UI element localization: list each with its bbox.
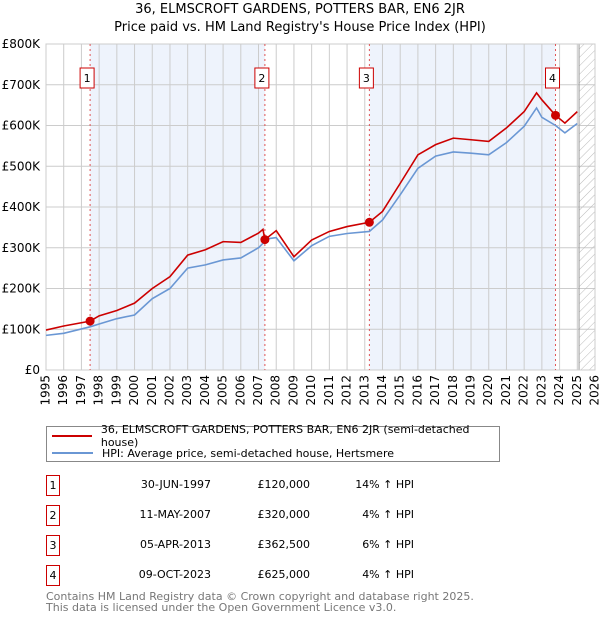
x-tick-label: 2017 <box>428 375 442 406</box>
transaction-price: £362,500 <box>257 538 311 551</box>
x-tick-label: 2007 <box>251 375 265 406</box>
transaction-row: 2 11-MAY-2007 £320,000 4% ↑ HPI <box>46 505 446 526</box>
x-tick-label: 2025 <box>570 375 584 406</box>
x-tick-label: 2024 <box>552 375 566 406</box>
y-tick-label: £100K <box>2 322 42 336</box>
x-tick-label: 2001 <box>145 375 159 406</box>
sale-point <box>85 316 95 326</box>
sale-label: 3 <box>363 72 370 85</box>
y-tick-label: £400K <box>2 200 42 214</box>
legend-item-property: 36, ELMSCROFT GARDENS, POTTERS BAR, EN6 … <box>52 423 499 449</box>
sale-label-box <box>254 67 270 89</box>
x-tick-label: 2006 <box>233 375 247 406</box>
transaction-number: 3 <box>46 535 60 556</box>
legend-item-hpi: HPI: Average price, semi-detached house,… <box>52 445 394 461</box>
chart-title: 36, ELMSCROFT GARDENS, POTTERS BAR, EN6 … <box>135 2 465 17</box>
legend-swatch-property <box>52 435 92 437</box>
x-tick-label: 1998 <box>92 375 106 406</box>
transaction-date: 11-MAY-2007 <box>139 508 211 521</box>
y-tick-label: £800K <box>2 37 42 51</box>
transaction-price: £625,000 <box>257 568 311 581</box>
transaction-date: 09-OCT-2023 <box>138 568 211 581</box>
legend-swatch-hpi <box>52 452 93 454</box>
x-tick-label: 2021 <box>499 375 513 406</box>
x-tick-label: 2005 <box>216 375 230 406</box>
transaction-hpi-diff: 14% ↑ HPI <box>355 478 414 491</box>
x-tick-label: 1997 <box>74 375 88 406</box>
legend: 36, ELMSCROFT GARDENS, POTTERS BAR, EN6 … <box>46 423 500 462</box>
sale-label-box <box>79 67 95 89</box>
x-tick-label: 1995 <box>39 375 53 406</box>
y-tick-label: £0 <box>25 363 40 377</box>
sale-point <box>260 235 270 245</box>
x-tick-label: 2011 <box>322 375 336 406</box>
x-tick-label: 2003 <box>180 375 194 406</box>
transaction-number: 2 <box>46 505 60 526</box>
x-tick-label: 2018 <box>446 375 460 406</box>
chart-subtitle: Price paid vs. HM Land Registry's House … <box>114 20 486 35</box>
x-tick-label: 2019 <box>464 375 478 406</box>
x-tick-label: 2002 <box>162 375 176 406</box>
y-tick-label: £600K <box>2 119 42 133</box>
transaction-price: £120,000 <box>257 478 311 491</box>
transaction-hpi-diff: 6% ↑ HPI <box>362 538 414 551</box>
price-chart: 1995 1996 1997 1998 1999 2000 2001 2002 2003 2004… <box>2 37 600 406</box>
x-tick-label: 2008 <box>269 375 283 406</box>
legend-label-property: 36, ELMSCROFT GARDENS, POTTERS BAR, EN6 … <box>100 423 470 449</box>
footer-copyright: Contains HM Land Registry data © Crown c… <box>46 590 474 603</box>
transaction-number: 4 <box>46 565 60 586</box>
footer-licence: This data is licensed under the Open Gov… <box>46 601 397 614</box>
sale-label: 4 <box>549 72 556 85</box>
x-tick-label: 2026 <box>588 375 600 406</box>
x-tick-label: 2023 <box>534 375 548 406</box>
y-tick-label: £300K <box>2 241 42 255</box>
x-tick-label: 2010 <box>304 375 318 406</box>
x-tick-label: 2009 <box>286 375 300 406</box>
transaction-price: £320,000 <box>257 508 311 521</box>
sale-label: 1 <box>84 72 91 85</box>
sale-label: 2 <box>258 72 265 85</box>
y-tick-label: £200K <box>2 282 42 296</box>
transaction-number: 1 <box>46 475 60 496</box>
transaction-date: 05-APR-2013 <box>139 538 211 551</box>
x-tick-label: 2020 <box>481 375 495 406</box>
transaction-row: 1 30-JUN-1997 £120,000 14% ↑ HPI <box>46 475 446 496</box>
hpi-line <box>45 106 578 337</box>
x-tick-label: 2012 <box>340 375 354 406</box>
x-tick-label: 2015 <box>393 375 407 406</box>
forecast-hatch <box>578 43 596 371</box>
transaction-row: 3 05-APR-2013 £362,500 6% ↑ HPI <box>46 535 446 556</box>
price-paid-line <box>45 91 578 331</box>
plot-frame <box>45 43 596 371</box>
x-tick-label: 1996 <box>56 375 70 406</box>
x-tick-label: 2013 <box>357 375 371 406</box>
x-tick-label: 2000 <box>127 375 141 406</box>
sale-label-box <box>358 67 374 89</box>
x-tick-label: 2004 <box>198 375 212 406</box>
transaction-date: 30-JUN-1997 <box>140 478 211 491</box>
transaction-hpi-diff: 4% ↑ HPI <box>362 508 414 521</box>
sale-point <box>364 217 374 227</box>
x-tick-label: 2014 <box>375 375 389 406</box>
x-tick-label: 1999 <box>109 375 123 406</box>
y-tick-label: £700K <box>2 78 42 92</box>
transaction-hpi-diff: 4% ↑ HPI <box>362 568 414 581</box>
sale-label-box <box>545 67 561 89</box>
x-tick-label: 2022 <box>517 375 531 406</box>
x-tick-label: 2016 <box>410 375 424 406</box>
y-tick-label: £500K <box>2 159 42 173</box>
transaction-row: 4 09-OCT-2023 £625,000 4% ↑ HPI <box>46 565 446 586</box>
legend-label-hpi: HPI: Average price, semi-detached house,… <box>102 446 394 460</box>
sale-point <box>551 110 561 120</box>
